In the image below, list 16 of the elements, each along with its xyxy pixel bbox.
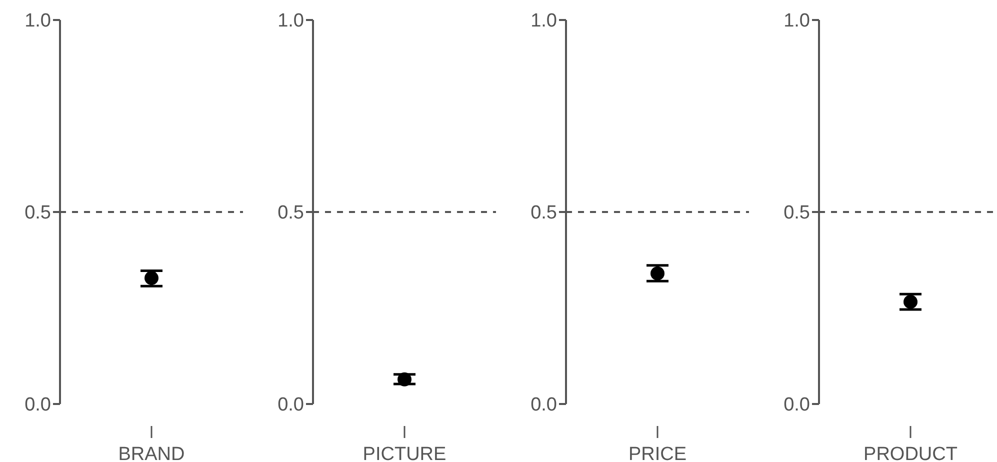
y-tick-label: 0.5 [24, 202, 51, 224]
y-tick-label: 1.0 [784, 10, 810, 32]
x-tick-label: PRICE [628, 444, 687, 462]
y-tick-label: 0.5 [530, 202, 557, 224]
x-tick-label: PICTURE [362, 444, 446, 462]
y-tick-label: 0.0 [278, 394, 304, 416]
y-tick-label: 1.0 [278, 10, 304, 32]
y-tick-label: 0.5 [278, 202, 304, 224]
y-tick-label: 0.0 [784, 394, 810, 416]
y-tick-label: 1.0 [530, 10, 557, 32]
y-tick-label: 0.0 [530, 394, 557, 416]
x-tick-label: PRODUCT [864, 444, 958, 462]
y-tick-label: 0.5 [784, 202, 810, 224]
y-tick-label: 0.0 [24, 394, 51, 416]
y-tick-label: 1.0 [24, 10, 51, 32]
x-tick-label: BRAND [118, 444, 185, 462]
